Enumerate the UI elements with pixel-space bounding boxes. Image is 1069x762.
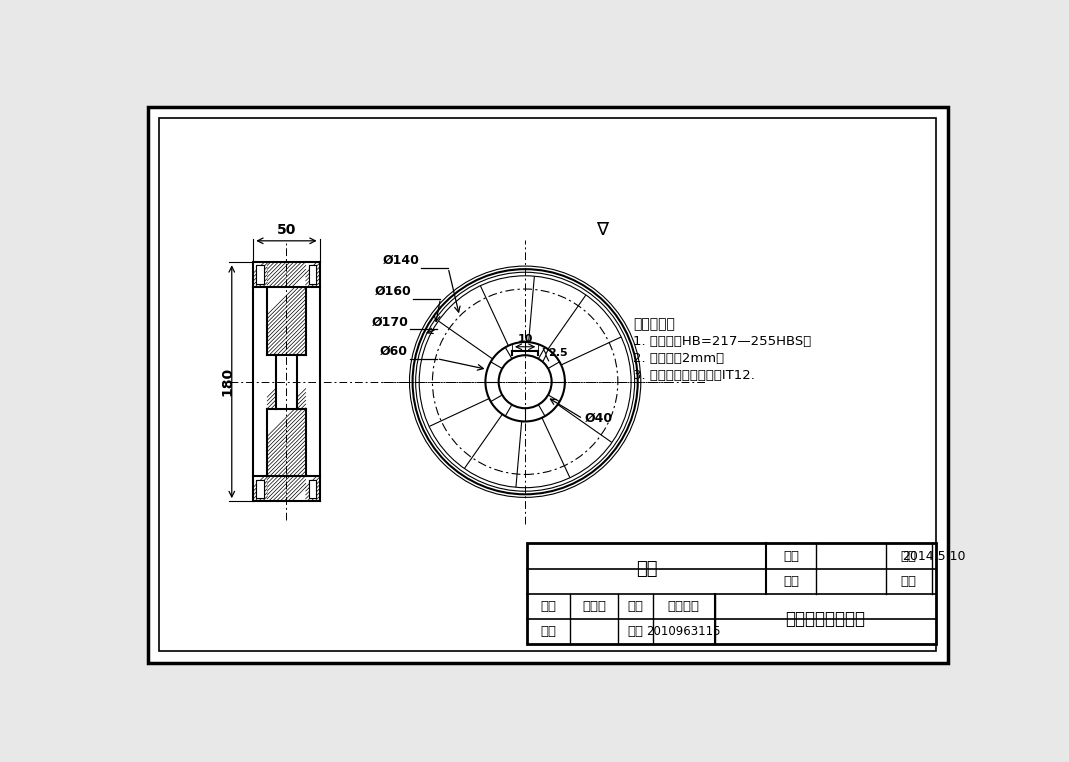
Bar (267, 355, 276, 408)
Bar (257, 479, 264, 498)
Text: 滚轮: 滚轮 (636, 560, 657, 578)
Text: 班级: 班级 (628, 600, 644, 613)
Bar (253, 262, 267, 287)
Text: Ø170: Ø170 (371, 315, 408, 328)
Bar (309, 479, 316, 498)
Bar (527, 543, 936, 644)
Bar (267, 262, 306, 287)
Text: 比例: 比例 (784, 549, 800, 562)
Text: 3. 未注尺寸偏差外精度IT12.: 3. 未注尺寸偏差外精度IT12. (633, 369, 755, 382)
Text: 李成喆: 李成喆 (582, 600, 606, 613)
Bar (257, 479, 264, 498)
Text: 180: 180 (220, 367, 234, 396)
Text: Ø40: Ø40 (585, 412, 613, 425)
Bar (267, 408, 306, 476)
Bar (309, 265, 316, 284)
Text: 2010963115: 2010963115 (647, 625, 721, 638)
Text: 日期: 日期 (900, 549, 916, 562)
Bar (253, 476, 267, 501)
Text: 2. 圆角半径2mm；: 2. 圆角半径2mm； (633, 352, 724, 365)
Text: Ø160: Ø160 (375, 285, 412, 298)
Bar (267, 287, 306, 355)
Text: 材料: 材料 (784, 575, 800, 588)
Bar (309, 479, 316, 498)
Text: 机械四班: 机械四班 (668, 600, 700, 613)
Bar (306, 476, 320, 501)
Text: 技术要求：: 技术要求： (633, 317, 675, 331)
Bar (297, 355, 306, 408)
Text: 2.5: 2.5 (548, 348, 568, 358)
Text: 姓名: 姓名 (541, 600, 557, 613)
Bar (257, 265, 264, 284)
Text: 10: 10 (517, 334, 532, 344)
Bar (257, 265, 264, 284)
Text: 2014.5.10: 2014.5.10 (902, 549, 965, 562)
Text: Ø60: Ø60 (381, 345, 408, 358)
Text: 学号: 学号 (628, 625, 644, 638)
Bar (267, 476, 306, 501)
Text: 湘潭大学兴湘学院: 湘潭大学兴湘学院 (786, 610, 866, 628)
Bar (309, 265, 316, 284)
Text: 成绩: 成绩 (900, 575, 916, 588)
Text: 50: 50 (277, 223, 296, 237)
Text: Ø140: Ø140 (383, 254, 420, 267)
Text: 审核: 审核 (541, 625, 557, 638)
Text: ∇: ∇ (597, 220, 608, 239)
Text: 1. 调质处理HB=217—255HBS；: 1. 调质处理HB=217—255HBS； (633, 335, 811, 347)
Bar (306, 262, 320, 287)
